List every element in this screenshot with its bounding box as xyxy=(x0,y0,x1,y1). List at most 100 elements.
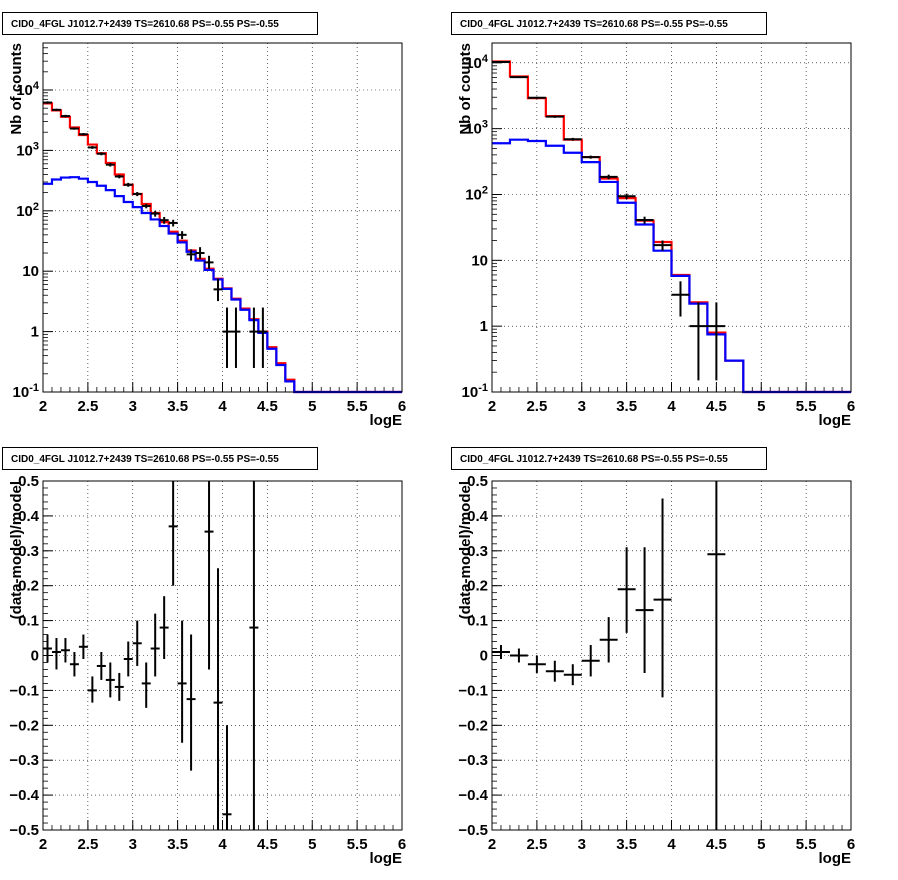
y-tick-label: 0.2 xyxy=(467,578,488,595)
plot-frame xyxy=(42,480,403,831)
plot-title: CID0_4FGL J1012.7+2439 TS=2610.68 PS=-0.… xyxy=(451,447,767,470)
x-tick-label: 3 xyxy=(129,836,137,853)
x-tick-label: 5 xyxy=(757,836,765,853)
y-tick-exponent: -1 xyxy=(29,382,39,394)
y-tick-label: −0.1 xyxy=(458,682,488,699)
y-tick-label: −0.4 xyxy=(9,787,39,804)
x-tick-label: 2.5 xyxy=(526,836,547,853)
y-tick-label: 0.1 xyxy=(18,613,39,630)
y-tick-label: 0.5 xyxy=(18,473,39,490)
y-tick-exponent: 3 xyxy=(482,119,488,131)
x-tick-label: 6 xyxy=(398,398,406,415)
x-tick-label: 3.5 xyxy=(616,836,637,853)
pad-bottom-right: CID0_4FGL J1012.7+2439 TS=2610.68 PS=-0.… xyxy=(449,437,898,875)
x-axis-label: logE xyxy=(819,850,852,867)
x-tick-label: 5.5 xyxy=(796,836,817,853)
y-tick-label: 0.4 xyxy=(18,508,40,525)
y-tick-label: 0.5 xyxy=(467,473,488,490)
y-tick-label: 10 xyxy=(471,252,488,269)
plot-frame xyxy=(491,480,852,831)
y-tick-label: 1 xyxy=(31,324,39,341)
x-tick-label: 5.5 xyxy=(347,398,368,415)
y-tick-label: 0 xyxy=(480,648,488,665)
histogram-line xyxy=(492,138,851,394)
x-tick-label: 3 xyxy=(578,398,586,415)
x-tick-label: 4.5 xyxy=(706,398,727,415)
y-tick-label: −0.2 xyxy=(458,717,488,734)
y-tick-label: 0.3 xyxy=(467,543,488,560)
x-tick-label: 4.5 xyxy=(257,398,278,415)
x-tick-label: 2 xyxy=(488,836,496,853)
y-tick-exponent: 2 xyxy=(33,201,39,213)
y-tick-label: 0.2 xyxy=(18,578,39,595)
y-tick-label: 0 xyxy=(31,648,39,665)
y-axis-label: Nb of counts xyxy=(457,43,474,135)
x-tick-label: 3.5 xyxy=(167,836,188,853)
chart-residuals-fine: 2 2.5 3 3.5 4 4.5 5 5.5 6 −0.5 −0.4 −0.3 −0.2 −0.1 0 0.… xyxy=(8,473,406,867)
x-tick-label: 4 xyxy=(218,398,227,415)
x-tick-label: 4 xyxy=(667,836,676,853)
x-tick-label: 3 xyxy=(578,836,586,853)
y-axis-label: Nb of counts xyxy=(8,43,25,135)
plot-title: CID0_4FGL J1012.7+2439 TS=2610.68 PS=-0.… xyxy=(2,447,318,470)
x-axis-label: logE xyxy=(370,412,403,429)
x-tick-label: 6 xyxy=(847,836,855,853)
x-tick-label: 3 xyxy=(129,398,137,415)
x-axis-label: logE xyxy=(819,412,852,429)
x-tick-label: 4 xyxy=(218,836,227,853)
x-tick-label: 2 xyxy=(39,398,47,415)
y-tick-label: −0.5 xyxy=(458,822,488,839)
chart-counts-coarse: 2 2.5 3 3.5 4 4.5 5 5.5 610-1110102103104logENb … xyxy=(457,42,855,429)
x-tick-label: 5 xyxy=(308,836,316,853)
y-tick-label: −0.2 xyxy=(9,717,39,734)
x-tick-label: 6 xyxy=(398,836,406,853)
x-tick-label: 2 xyxy=(39,836,47,853)
x-tick-label: 4 xyxy=(667,398,676,415)
y-tick-exponent: 2 xyxy=(482,184,488,196)
y-tick-label: −0.3 xyxy=(9,752,39,769)
x-tick-label: 2 xyxy=(488,398,496,415)
x-tick-label: 5 xyxy=(308,398,316,415)
y-tick-label: 10-1 xyxy=(462,382,488,401)
y-tick-label: 0.3 xyxy=(18,543,39,560)
y-tick-label: −0.1 xyxy=(9,682,39,699)
x-tick-label: 2.5 xyxy=(526,398,547,415)
plot-frame xyxy=(42,42,403,393)
pad-bottom-left: CID0_4FGL J1012.7+2439 TS=2610.68 PS=-0.… xyxy=(0,437,449,875)
pad-top-right: CID0_4FGL J1012.7+2439 TS=2610.68 PS=-0.… xyxy=(449,0,898,437)
x-tick-label: 5 xyxy=(757,398,765,415)
y-tick-label: 0.4 xyxy=(467,508,489,525)
x-tick-label: 5.5 xyxy=(347,836,368,853)
y-tick-label: 0.1 xyxy=(467,613,488,630)
y-tick-label: −0.5 xyxy=(9,822,39,839)
x-tick-label: 4.5 xyxy=(706,836,727,853)
y-tick-label: 1 xyxy=(480,318,488,335)
y-tick-label: 102 xyxy=(16,201,39,220)
pad-top-left: CID0_4FGL J1012.7+2439 TS=2610.68 PS=-0.… xyxy=(0,0,449,437)
x-tick-label: 5.5 xyxy=(796,398,817,415)
x-tick-label: 2.5 xyxy=(77,836,98,853)
y-tick-exponent: 4 xyxy=(33,80,40,92)
chart-counts-fine: 2 2.5 3 3.5 4 4.5 5 5.5 610-1110102103104logENb … xyxy=(8,42,406,429)
x-tick-label: 6 xyxy=(847,398,855,415)
plot-title: CID0_4FGL J1012.7+2439 TS=2610.68 PS=-0.… xyxy=(451,12,767,35)
x-tick-label: 2.5 xyxy=(77,398,98,415)
y-tick-label: 102 xyxy=(465,184,488,203)
x-tick-label: 3.5 xyxy=(616,398,637,415)
chart-residuals-coarse: 2 2.5 3 3.5 4 4.5 5 5.5 6 −0.5 −0.4 −0.3 −0.2 −0.1 0 0.… xyxy=(457,473,855,867)
y-tick-exponent: 4 xyxy=(482,53,489,65)
x-axis-label: logE xyxy=(370,850,403,867)
x-tick-label: 4.5 xyxy=(257,836,278,853)
y-tick-exponent: -1 xyxy=(478,382,488,394)
y-tick-label: 10 xyxy=(22,263,39,280)
y-tick-label: 10-1 xyxy=(13,382,39,401)
plot-frame xyxy=(491,42,852,393)
y-tick-label: −0.4 xyxy=(458,787,488,804)
y-tick-label: 103 xyxy=(16,140,39,159)
y-axis-label: (data-model)/model xyxy=(457,481,474,619)
y-tick-exponent: 3 xyxy=(33,140,39,152)
x-tick-label: 3.5 xyxy=(167,398,188,415)
y-tick-label: −0.3 xyxy=(458,752,488,769)
y-axis-label: (data-model)/model xyxy=(8,481,25,619)
plot-title: CID0_4FGL J1012.7+2439 TS=2610.68 PS=-0.… xyxy=(2,12,318,35)
